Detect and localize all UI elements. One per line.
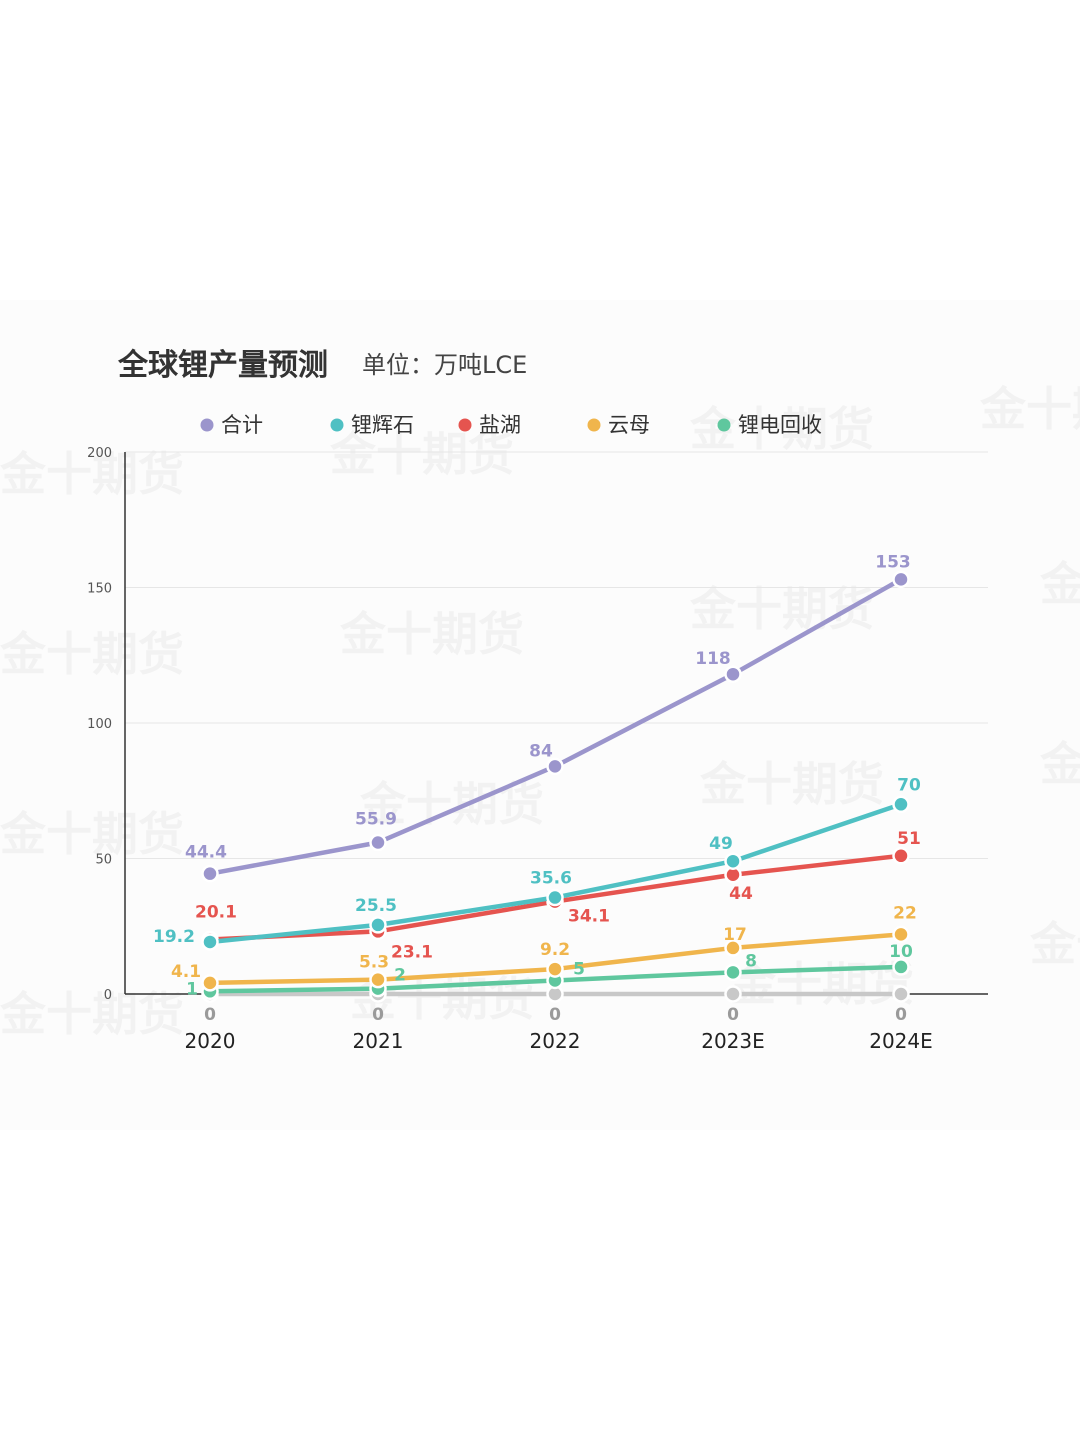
series-group [201, 925, 910, 992]
data-point [724, 963, 742, 982]
data-point [546, 888, 564, 907]
data-label: 0 [204, 1005, 216, 1025]
data-label: 0 [549, 1005, 561, 1025]
watermark-text: 金十期货 [0, 627, 184, 681]
x-tick-label: 2021 [353, 1029, 404, 1053]
legend-item: 锂辉石 [330, 413, 414, 437]
data-label: 0 [372, 1005, 384, 1025]
y-tick-label: 100 [87, 717, 112, 732]
data-point [724, 985, 742, 1003]
data-label: 23.1 [391, 942, 433, 962]
y-tick-label: 150 [87, 582, 112, 597]
data-point [892, 985, 910, 1003]
legend-swatch [458, 418, 472, 432]
watermark-text: 金十期货 [339, 607, 524, 661]
data-point [892, 958, 910, 976]
data-label: 17 [723, 925, 747, 945]
legend-label: 锂电回收 [738, 413, 822, 437]
legend-item: 合计 [200, 413, 263, 437]
data-point [369, 833, 387, 852]
series-lines [201, 570, 910, 1003]
data-point [201, 974, 219, 992]
y-tick-label: 200 [87, 446, 112, 461]
legend-label: 锂辉石 [351, 413, 414, 437]
data-label: 2 [394, 966, 406, 986]
data-label: 5.3 [359, 953, 389, 973]
data-point [892, 925, 910, 944]
data-label: 10 [889, 942, 913, 962]
legend-swatch [717, 418, 731, 432]
series-group [201, 570, 910, 883]
data-point [724, 939, 742, 957]
data-label: 70 [897, 775, 921, 795]
x-tick-label: 2020 [185, 1029, 236, 1053]
legend: 合计 锂辉石 盐湖 云母 锂电回收 [200, 413, 822, 437]
watermark-text: 金十期货 [1039, 557, 1080, 611]
data-label: 153 [875, 552, 911, 572]
chart-title: 全球锂产量预测 [117, 348, 328, 383]
data-label: 55.9 [355, 810, 397, 830]
legend-item: 锂电回收 [717, 413, 822, 437]
data-point [369, 970, 387, 989]
legend-swatch [200, 418, 214, 432]
chart-card: 金十期货金十期货金十期货金十期货金十期货金十期货金十期货金十期货金十期货金十期货… [0, 300, 1080, 1130]
line-chart: 金十期货金十期货金十期货金十期货金十期货金十期货金十期货金十期货金十期货金十期货… [0, 348, 1080, 1053]
data-label: 22 [893, 903, 917, 923]
y-tick-label: 0 [104, 988, 112, 1003]
data-label: 49 [709, 834, 733, 854]
data-label: 35.6 [530, 869, 572, 889]
data-label: 44.4 [185, 843, 227, 863]
data-point [201, 933, 219, 951]
data-label: 5 [573, 959, 585, 979]
watermark-text: 金十期货 [0, 987, 184, 1041]
data-label: 0 [895, 1005, 907, 1025]
data-label: 9.2 [540, 940, 570, 960]
legend-item: 云母 [587, 413, 650, 437]
data-label: 1 [186, 979, 198, 999]
data-point [546, 960, 564, 978]
data-point [724, 852, 742, 870]
watermark-text: 金十期货 [0, 807, 184, 861]
data-point [892, 795, 910, 814]
data-label: 25.5 [355, 896, 397, 916]
x-tick-label: 2022 [530, 1029, 581, 1053]
data-point [724, 665, 742, 683]
data-label: 44 [729, 884, 753, 904]
x-tick-label: 2024E [869, 1029, 933, 1053]
data-point [892, 847, 910, 865]
watermark-text: 金十期货 [1029, 917, 1080, 971]
watermark-text: 金十期货 [699, 757, 884, 811]
data-label: 20.1 [195, 903, 237, 923]
data-point [892, 570, 910, 589]
watermark-text: 金十期货 [979, 382, 1080, 436]
legend-label: 合计 [221, 413, 263, 437]
data-label: 84 [529, 741, 553, 761]
gridlines: 0 50 100 150 200 [87, 446, 988, 1003]
data-point [201, 864, 219, 883]
axes: 2020 2021 2022 2023E 2024E [124, 452, 988, 1053]
data-label: 0 [727, 1005, 739, 1025]
legend-label: 云母 [608, 413, 650, 437]
data-point [546, 757, 564, 776]
data-label: 51 [897, 829, 921, 849]
chart-unit: 单位：万吨LCE [362, 351, 527, 379]
legend-swatch [330, 418, 344, 432]
data-label: 19.2 [153, 927, 195, 947]
data-label: 34.1 [568, 907, 610, 927]
data-labels: 44.455.98411815319.225.535.6497020.123.1… [153, 552, 921, 1025]
legend-item: 盐湖 [458, 413, 521, 437]
series-group [201, 795, 910, 951]
y-tick-label: 50 [95, 853, 112, 868]
data-label: 8 [745, 951, 757, 971]
legend-swatch [587, 418, 601, 432]
watermark-text: 金十期货 [1039, 737, 1080, 791]
x-tick-label: 2023E [701, 1029, 765, 1053]
legend-label: 盐湖 [479, 413, 521, 437]
data-label: 4.1 [171, 962, 201, 982]
data-label: 118 [695, 649, 731, 669]
data-point [369, 916, 387, 934]
